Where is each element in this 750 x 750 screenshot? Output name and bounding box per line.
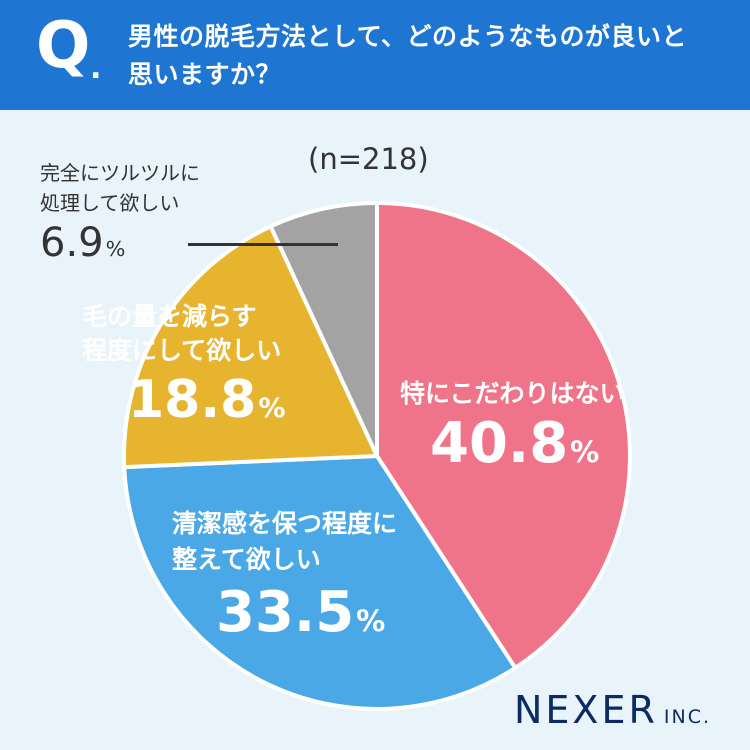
slice-label-gray-line1: 完全にツルツルに	[40, 161, 200, 185]
slice-label-blue-line2: 整えて欲しい	[172, 545, 321, 574]
slice-value-blue: 33.5%	[216, 580, 386, 645]
slice-value-yellow: 18.8%	[128, 370, 286, 430]
slice-value-gray: 6.9%	[40, 220, 126, 266]
question-mark-dot: .	[90, 51, 102, 86]
question-mark-q: Q	[36, 9, 91, 83]
question-text: 男性の脱毛方法として、どのようなものが良いと 思いますか？	[128, 18, 728, 94]
slice-label-yellow: 毛の量を減らす 程度にして欲しい 18.8%	[82, 300, 285, 433]
pie-slice-yellow	[122, 224, 379, 470]
logo-main: NEXER	[514, 688, 658, 732]
slice-label-blue-line1: 清潔感を保つ程度に	[172, 509, 398, 538]
nexer-logo: NEXER INC.	[514, 688, 711, 732]
slice-label-yellow-line2: 程度にして欲しい	[82, 336, 282, 365]
slice-label-blue: 清潔感を保つ程度に 整えて欲しい 33.5%	[172, 506, 397, 648]
question-line-1: 男性の脱毛方法として、どのようなものが良いと	[128, 22, 688, 51]
sample-size: (n=218)	[308, 142, 429, 176]
pie-slice-blue	[122, 454, 518, 711]
slice-label-gray-line2: 処理して欲しい	[40, 191, 180, 215]
slice-label-pink-line1: 特にこだわりはない	[400, 379, 625, 408]
pie-slice-gray	[268, 201, 379, 458]
question-line-2: 思いますか？	[128, 60, 282, 89]
slice-label-yellow-line1: 毛の量を減らす	[82, 302, 257, 331]
question-header: Q . 男性の脱毛方法として、どのようなものが良いと 思いますか？	[0, 0, 750, 110]
slice-label-pink: 特にこだわりはない 40.8%	[400, 378, 625, 479]
gray-slice-leader-line	[188, 243, 338, 246]
logo-sub: INC.	[663, 706, 712, 728]
slice-label-gray: 完全にツルツルに 処理して欲しい 6.9%	[40, 158, 200, 268]
slice-value-pink: 40.8%	[430, 411, 600, 477]
